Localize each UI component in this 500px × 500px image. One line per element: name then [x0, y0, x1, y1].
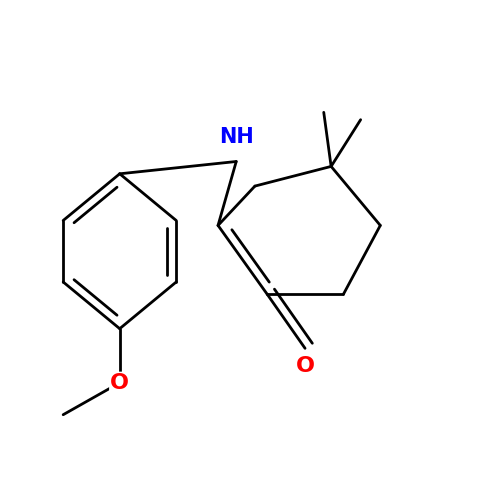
Text: O: O [296, 356, 314, 376]
Text: NH: NH [219, 126, 254, 146]
Text: O: O [110, 372, 129, 393]
